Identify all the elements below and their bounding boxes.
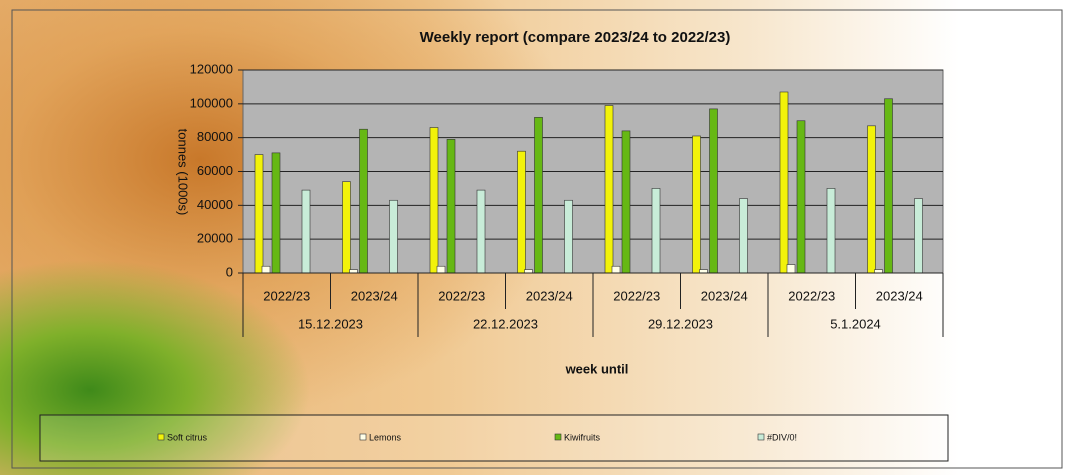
bar xyxy=(518,151,526,273)
group-label: 15.12.2023 xyxy=(298,316,363,331)
bar xyxy=(915,199,923,273)
bar xyxy=(740,199,748,273)
bar xyxy=(710,109,718,273)
legend-swatch xyxy=(360,434,366,440)
bar xyxy=(447,139,455,273)
group-label: 5.1.2024 xyxy=(830,316,881,331)
y-axis-title: tonnes (1000s) xyxy=(176,129,191,216)
bar xyxy=(477,190,485,273)
x-tick-label: 2023/24 xyxy=(701,288,748,303)
x-tick-label: 2023/24 xyxy=(876,288,923,303)
bar xyxy=(787,265,795,273)
bar xyxy=(272,153,280,273)
bar xyxy=(827,188,835,273)
bar xyxy=(885,99,893,273)
bar xyxy=(622,131,630,273)
bar xyxy=(780,92,788,273)
y-tick-label: 120000 xyxy=(190,61,233,76)
x-axis-title: week until xyxy=(565,361,629,376)
bar xyxy=(605,106,613,273)
legend-swatch xyxy=(555,434,561,440)
bar xyxy=(350,270,358,273)
x-tick-label: 2022/23 xyxy=(438,288,485,303)
bar xyxy=(262,266,270,273)
legend-label: Kiwifruits xyxy=(564,432,601,442)
legend-swatch xyxy=(758,434,764,440)
bar xyxy=(437,266,445,273)
x-tick-label: 2022/23 xyxy=(788,288,835,303)
bar xyxy=(868,126,876,273)
y-tick-label: 80000 xyxy=(197,129,233,144)
x-tick-label: 2023/24 xyxy=(526,288,573,303)
x-tick-label: 2022/23 xyxy=(613,288,660,303)
bar xyxy=(612,266,620,273)
legend-label: Soft citrus xyxy=(167,432,208,442)
legend-label: #DIV/0! xyxy=(767,432,797,442)
legend-label: Lemons xyxy=(369,432,402,442)
bar xyxy=(360,129,368,273)
bar xyxy=(565,200,573,273)
bar xyxy=(430,128,438,273)
bar xyxy=(255,155,263,273)
y-tick-label: 40000 xyxy=(197,197,233,212)
page: Weekly report (compare 2023/24 to 2022/2… xyxy=(0,0,1066,475)
bar xyxy=(652,188,660,273)
bar xyxy=(535,117,543,273)
chart-title: Weekly report (compare 2023/24 to 2022/2… xyxy=(420,29,731,46)
y-tick-label: 60000 xyxy=(197,163,233,178)
bar xyxy=(797,121,805,273)
group-label: 22.12.2023 xyxy=(473,316,538,331)
y-tick-label: 100000 xyxy=(190,95,233,110)
legend-swatch xyxy=(158,434,164,440)
group-label: 29.12.2023 xyxy=(648,316,713,331)
bar xyxy=(390,200,398,273)
bar xyxy=(693,136,701,273)
bar xyxy=(302,190,310,273)
x-tick-label: 2022/23 xyxy=(263,288,310,303)
bar xyxy=(875,270,883,273)
bar xyxy=(525,270,533,273)
y-tick-label: 20000 xyxy=(197,231,233,246)
x-tick-label: 2023/24 xyxy=(351,288,398,303)
bar xyxy=(700,270,708,273)
y-tick-label: 0 xyxy=(226,264,233,279)
chart: Weekly report (compare 2023/24 to 2022/2… xyxy=(0,0,1066,475)
bar xyxy=(343,182,351,273)
